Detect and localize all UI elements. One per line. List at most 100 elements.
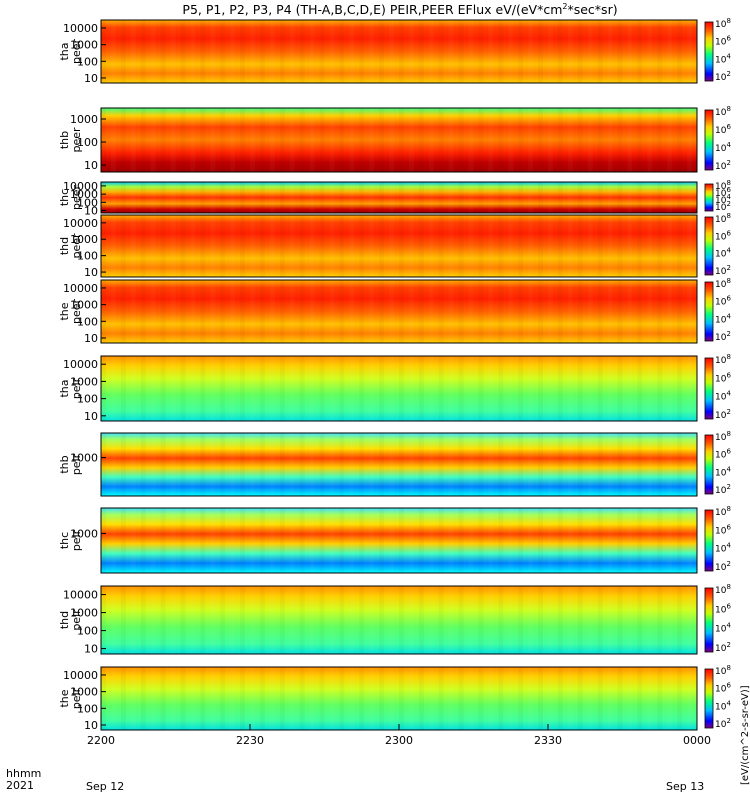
spectrogram-texture <box>290 108 295 172</box>
spectrogram-texture <box>349 20 354 83</box>
spectrogram-texture <box>349 215 354 277</box>
spectrogram-texture <box>200 667 205 730</box>
spectrogram-texture <box>528 20 533 83</box>
colorbar-tick-label: 102 <box>715 483 731 496</box>
spectrogram-texture <box>369 182 374 213</box>
spectrogram-texture <box>379 108 384 172</box>
spectrogram-texture <box>369 433 374 496</box>
spectrogram-texture <box>171 108 176 172</box>
spectrogram-texture <box>608 356 613 421</box>
colorbar-tick-base: 10 <box>715 563 727 573</box>
spectrogram-texture <box>409 433 414 496</box>
spectrogram-texture <box>429 586 434 654</box>
spectrogram-texture <box>568 108 573 172</box>
spectrogram-texture <box>498 182 503 213</box>
y-axis-label-species: peir <box>70 529 83 551</box>
spectrogram-texture <box>320 182 325 213</box>
colorbar-tick-label: 102 <box>715 264 731 277</box>
spectrogram-texture <box>409 215 414 277</box>
spectrogram-texture <box>111 182 116 213</box>
y-tick-label: 10000 <box>63 180 98 193</box>
spectrogram-texture <box>647 586 652 654</box>
colorbar-tick-exp: 2 <box>726 264 730 272</box>
colorbar-tick-label: 104 <box>715 699 731 712</box>
spectrogram-texture <box>280 508 285 573</box>
spectrogram-texture <box>220 108 225 172</box>
spectrogram-texture <box>310 108 315 172</box>
spectrogram-texture <box>171 182 176 213</box>
spectrogram-texture <box>439 667 444 730</box>
spectrogram-texture <box>190 108 195 172</box>
colorbar-tick-base: 10 <box>715 468 727 478</box>
spectrogram-texture <box>558 586 563 654</box>
spectrogram-texture <box>230 182 235 213</box>
spectrogram-texture <box>578 356 583 421</box>
spectrogram-texture <box>478 667 483 730</box>
colorbar-tick-exp: 6 <box>726 602 731 610</box>
colorbar-tick-exp: 6 <box>726 186 731 194</box>
y-tick-label: 1000 <box>70 113 98 126</box>
spectrogram-texture <box>478 20 483 83</box>
spectrogram-texture <box>558 108 563 172</box>
y-axis-label-species: peir <box>70 687 83 709</box>
colorbar-tick-base: 10 <box>715 162 727 172</box>
y-tick-label: 100 <box>77 702 98 715</box>
spectrogram-texture <box>469 215 474 277</box>
spectrogram-texture <box>320 280 325 343</box>
spectrogram-texture <box>260 182 265 213</box>
spectrogram-texture <box>528 356 533 421</box>
chart-title: P5, P1, P2, P3, P4 (TH-A,B,C,D,E) PEIR,P… <box>120 2 680 17</box>
spectrogram-texture <box>478 433 483 496</box>
colorbar-tick-base: 10 <box>715 267 727 277</box>
spectrogram-texture <box>349 356 354 421</box>
spectrogram-texture <box>578 20 583 83</box>
spectrogram-texture <box>618 182 623 213</box>
colorbar-tick-base: 10 <box>715 196 727 206</box>
spectrogram-texture <box>111 356 116 421</box>
spectrogram-texture <box>389 508 394 573</box>
spectrogram-texture <box>608 108 613 172</box>
spectrogram-texture <box>548 508 553 573</box>
spectrogram-texture <box>488 433 493 496</box>
y-axis-label: thepeer <box>58 299 83 325</box>
spectrogram-texture <box>687 20 692 83</box>
spectrogram-texture <box>250 508 255 573</box>
spectrogram-texture <box>608 20 613 83</box>
spectrogram-texture <box>121 508 126 573</box>
spectrogram-texture <box>240 508 245 573</box>
spectrogram-texture <box>558 667 563 730</box>
spectrogram-texture <box>369 20 374 83</box>
spectrogram-texture <box>508 433 513 496</box>
spectrogram-texture <box>538 108 543 172</box>
spectrogram-texture <box>608 586 613 654</box>
spectrogram-texture <box>270 356 275 421</box>
spectrogram-texture <box>240 433 245 496</box>
spectrogram-texture <box>260 667 265 730</box>
spectrogram-texture <box>568 586 573 654</box>
spectrogram-texture <box>518 586 523 654</box>
colorbar-tick-base: 10 <box>715 720 727 730</box>
spectrogram-texture <box>598 433 603 496</box>
spectrogram-texture <box>200 182 205 213</box>
spectrogram-texture <box>320 108 325 172</box>
colorbar-tick-label: 106 <box>715 371 731 384</box>
spectrogram-texture <box>230 586 235 654</box>
spectrogram-texture <box>230 280 235 343</box>
panel-frame <box>100 432 698 497</box>
y-tick-label: 1000 <box>70 39 98 52</box>
spectrogram-texture <box>359 280 364 343</box>
colorbar-tick-base: 10 <box>715 508 727 518</box>
spectrogram-texture <box>409 182 414 213</box>
spectrogram-texture <box>210 20 215 83</box>
spectrogram-texture <box>101 215 106 277</box>
spectrogram-texture <box>131 667 136 730</box>
spectrogram-texture <box>578 280 583 343</box>
spectrogram-texture <box>230 108 235 172</box>
colorbar-tick-base: 10 <box>715 108 727 118</box>
spectrogram-texture <box>369 108 374 172</box>
spectrogram-texture <box>588 433 593 496</box>
y-tick-label: 10000 <box>63 589 98 602</box>
spectrogram-texture <box>667 108 672 172</box>
